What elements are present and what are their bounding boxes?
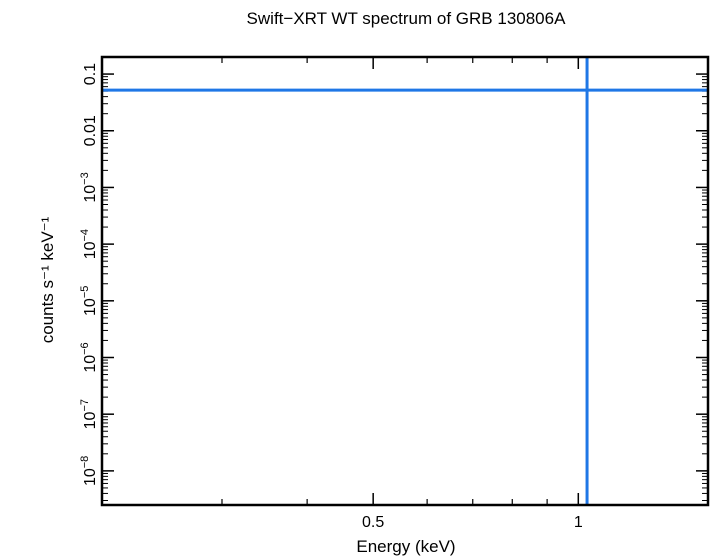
data-series <box>102 57 708 505</box>
y-axis-label: counts s⁻¹ keV⁻¹ <box>38 216 57 343</box>
x-tick-label: 1 <box>574 514 583 531</box>
y-tick-base: 10 <box>82 355 99 373</box>
y-tick-label: 10−4 <box>79 229 99 259</box>
y-tick-base: 0.01 <box>82 115 99 146</box>
y-tick-base: 0.1 <box>82 63 99 85</box>
plot-frame <box>100 55 710 507</box>
chart-title: Swift−XRT WT spectrum of GRB 130806A <box>247 9 567 28</box>
y-tick-label: 10−8 <box>79 456 99 486</box>
y-tick-exponent: −4 <box>79 229 91 242</box>
y-tick-label: 10−7 <box>79 399 99 429</box>
y-tick-base: 10 <box>82 468 99 486</box>
y-tick-label: 10−5 <box>79 286 99 316</box>
y-tick-base: 10 <box>82 241 99 259</box>
y-tick-exponent: −6 <box>79 342 91 355</box>
y-tick-label: 10−6 <box>79 342 99 372</box>
y-tick-base: 10 <box>82 185 99 203</box>
x-axis-label: Energy (keV) <box>356 537 455 556</box>
y-tick-exponent: −3 <box>79 172 91 185</box>
y-tick-exponent: −5 <box>79 286 91 299</box>
x-tick-label: 0.5 <box>362 514 384 531</box>
y-tick-base: 10 <box>82 298 99 316</box>
y-tick-base: 10 <box>82 411 99 429</box>
y-tick-label: 0.1 <box>82 63 99 85</box>
y-tick-exponent: −8 <box>79 456 91 469</box>
y-tick-exponent: −7 <box>79 399 91 412</box>
y-tick-label: 0.01 <box>82 115 99 146</box>
y-tick-label: 10−3 <box>79 172 99 202</box>
